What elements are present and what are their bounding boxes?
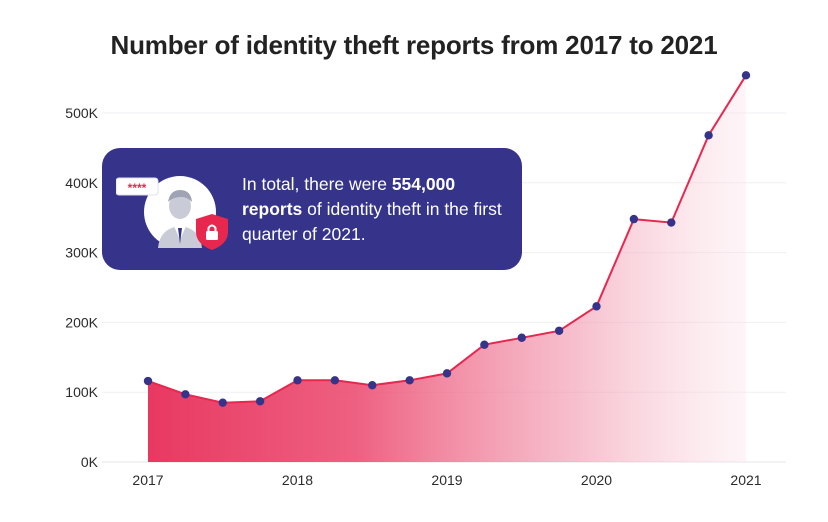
callout-highlight-value: 554,000 reports — [242, 174, 456, 219]
data-point — [517, 333, 526, 342]
data-point — [667, 218, 676, 227]
y-tick-label: 300K — [65, 245, 98, 261]
callout-text: In total, there were 554,000 reports of … — [242, 172, 510, 247]
x-tick-label: 2021 — [730, 472, 761, 488]
y-tick-label: 100K — [65, 384, 98, 400]
data-point — [181, 390, 190, 399]
y-axis-tick-labels: 0K 100K 200K 300K 400K 500K — [65, 105, 98, 470]
data-point — [405, 376, 414, 385]
x-axis-tick-labels: 2017 2018 2019 2020 2021 — [132, 472, 761, 488]
y-tick-label: 500K — [65, 105, 98, 121]
area-fill — [148, 75, 746, 463]
data-point — [741, 71, 751, 80]
x-tick-label: 2018 — [282, 472, 313, 488]
password-mask: **** — [128, 181, 147, 195]
chart-title: Number of identity theft reports from 20… — [110, 30, 718, 60]
x-tick-label: 2019 — [431, 472, 462, 488]
x-tick-label: 2020 — [581, 472, 612, 488]
x-tick-label: 2017 — [132, 472, 163, 488]
y-tick-label: 200K — [65, 314, 98, 330]
callout-text-after: of identity theft in the first quarter o… — [242, 199, 502, 244]
data-point — [330, 376, 340, 385]
callout-text-before: In total, there were — [242, 174, 392, 194]
identity-theft-user-lock-icon: **** — [116, 176, 228, 250]
data-point — [368, 381, 377, 390]
summary-callout: **** In total, there were 554,000 report… — [102, 148, 522, 270]
data-point — [629, 214, 639, 224]
data-point — [704, 131, 713, 140]
data-point — [293, 376, 302, 385]
data-point — [480, 340, 489, 349]
data-point — [143, 376, 153, 386]
y-tick-label: 0K — [81, 454, 99, 470]
y-tick-label: 400K — [65, 175, 98, 191]
data-point — [592, 302, 601, 311]
data-point — [218, 398, 227, 407]
data-point — [442, 369, 452, 378]
data-points — [143, 71, 751, 407]
data-point — [554, 326, 564, 335]
data-point — [255, 397, 265, 406]
